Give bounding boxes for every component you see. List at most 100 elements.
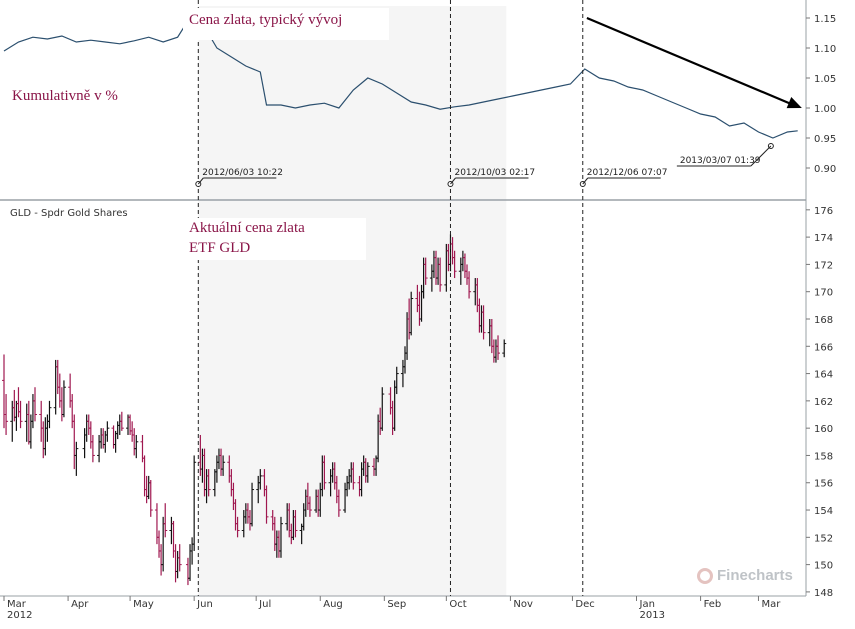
ohlc-bar [111,425,116,449]
bottom-y-tick-label: 148 [814,588,833,599]
ohlc-bar [128,414,133,435]
marker-leader [450,177,456,185]
ohlc-bar [380,387,385,431]
ohlc-bar [336,489,341,517]
trend-arrow-shaft [586,16,797,108]
ohlc-bar [117,414,122,435]
finecharts-logo-text: Finecharts [717,567,793,584]
ohlc-bar [24,403,29,442]
ohlc-bar [86,414,91,435]
x-tick-label: Sep [387,599,406,610]
ohlc-bar [264,485,269,524]
top-y-tick-label: 0.95 [814,134,836,145]
ohlc-bar [132,428,137,456]
bottom-y-tick-label: 166 [814,342,833,353]
ohlc-bar [68,373,73,408]
x-tick-label: Dec [575,599,594,610]
ohlc-bar [351,462,356,490]
marker-label: 2012/10/03 02:17 [447,168,535,187]
ohlc-bar [55,359,60,395]
x-tick-label: Jul [258,599,271,610]
x-tick-label: Apr [71,599,89,610]
bottom-y-tick-label: 158 [814,451,833,462]
marker-label: 2012/06/03 10:22 [195,168,283,187]
ohlc-bar [97,434,102,463]
ohlc-bar [59,387,64,422]
ohlc-bar [154,503,159,545]
ohlc-bar [192,455,197,551]
ohlc-bar [173,544,178,583]
ohlc-bar [82,428,87,459]
ohlc-bar [113,430,118,453]
bottom-y-tick-label: 156 [814,479,833,490]
ohlc-bar [185,557,190,586]
ohlc-bar [365,462,370,483]
ohlc-bar [250,482,255,527]
ohlc-bar [103,430,108,453]
ohlc-bar [26,400,31,445]
marker-text: 2012/10/03 02:17 [454,168,535,178]
ohlc-bar [14,400,19,431]
ohlc-bar [293,510,298,538]
ohlc-bar [130,421,135,442]
bottom-chart-title-line2: ETF GLD [189,240,251,256]
marker-leader [197,177,204,185]
marker-label: 2012/12/06 07:07 [579,168,667,187]
ohlc-bar [171,520,176,558]
ohlc-bar [43,417,48,456]
ohlc-bar [53,359,58,415]
marker-label: 2013/03/07 01:39 [676,143,774,167]
ohlc-bar [2,354,6,429]
ohlc-bar [61,380,66,418]
ohlc-bar [47,400,52,429]
ohlc-bar [175,550,180,579]
ohlc-bar [16,387,21,418]
year-label: 2012 [7,610,32,621]
x-tick-label: Feb [704,599,722,610]
bottom-y-tick-label: 152 [814,533,833,544]
ohlc-bar [278,516,283,558]
ohlc-bar [177,544,182,572]
ohlc-bar [169,516,174,545]
ohlc-bar [146,475,151,500]
marker-text: 2012/06/03 10:22 [202,168,283,178]
ohlc-bar [30,394,35,429]
bottom-y-tick-label: 176 [814,206,833,217]
marker-leader [582,177,589,185]
ohlc-bar [90,434,95,463]
bottom-y-tick-label: 154 [814,506,833,517]
ohlc-bar [322,455,327,490]
ohlc-bar [74,441,79,476]
shaded-period [198,6,507,596]
bottom-y-tick-label: 160 [814,424,833,435]
top-y-tick-label: 1.15 [814,14,836,25]
ohlc-bar [161,516,166,572]
ohlc-bar [88,421,93,449]
cumulative-line [3,17,798,139]
x-tick-label: Jun [196,599,213,610]
ohlc-bar [99,428,104,449]
bottom-y-tick-label: 164 [814,370,833,381]
ohlc-bar [72,414,77,470]
bottom-y-tick-label: 170 [814,288,833,299]
ohlc-bar [148,480,153,517]
ohlc-bar [409,291,414,336]
ohlc-bar [496,335,501,360]
ohlc-bar [101,428,106,449]
ohlc-bar [235,516,240,538]
ohlc-bar [39,400,44,442]
x-tick-label: Mar [761,599,781,610]
bottom-y-tick-label: 168 [814,315,833,326]
ohlc-bar [423,257,428,285]
x-tick-label: Oct [449,599,466,610]
finecharts-logo: Finecharts [697,567,793,585]
ohlc-bar [18,400,23,429]
ohlc-bar [142,455,147,497]
ohlc-bar [33,387,38,422]
ohlc-bar [221,455,226,476]
ticker-label: GLD - Spdr Gold Shares [10,208,128,219]
top-y-tick-label: 1.10 [814,44,836,55]
top-y-tick-label: 1.05 [814,74,836,85]
ohlc-bar [84,414,89,442]
